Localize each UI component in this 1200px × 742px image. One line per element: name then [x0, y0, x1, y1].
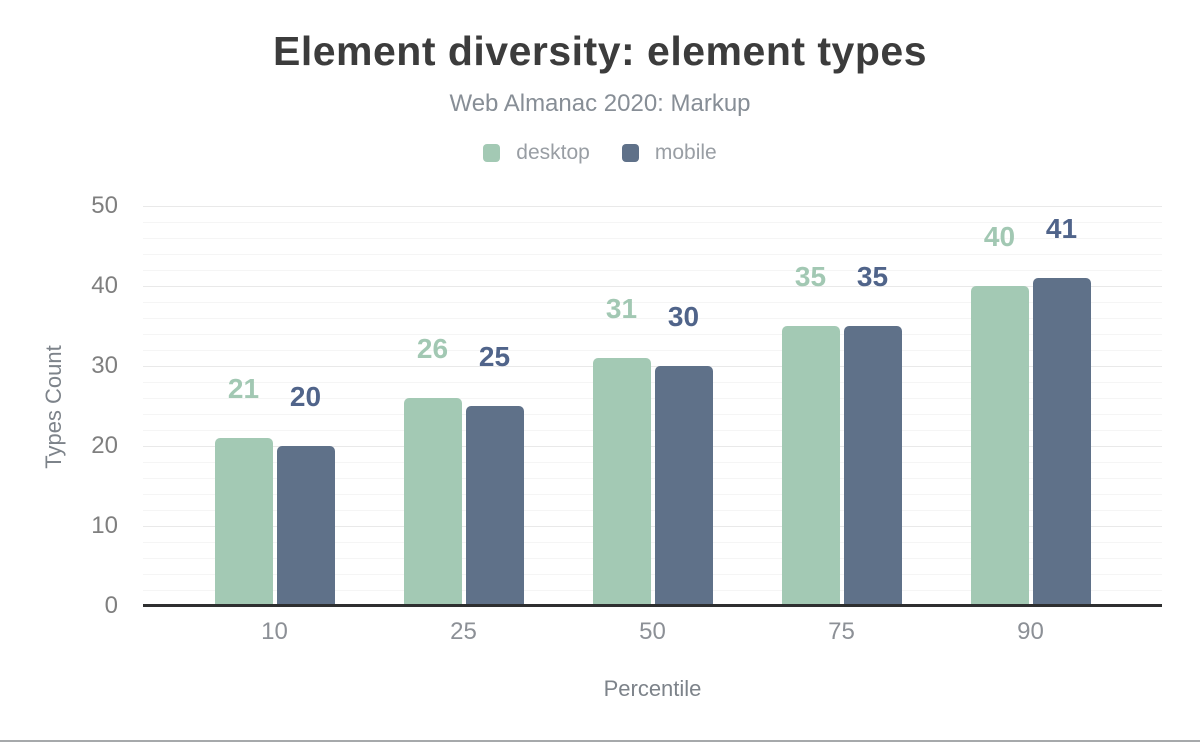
gridline — [143, 366, 1162, 367]
bar-desktop-50[interactable]: 31 — [592, 293, 651, 606]
x-tick-label: 50 — [639, 618, 666, 645]
bar-value-label: 26 — [416, 333, 449, 364]
bar-value-label: 35 — [856, 261, 889, 292]
legend-label: desktop — [516, 141, 590, 165]
bar-group-25: 26 25 — [369, 206, 558, 606]
bar-group-50: 31 30 — [558, 206, 747, 606]
bar-group-10: 21 20 — [180, 206, 369, 606]
y-tick-label: 0 — [104, 592, 118, 619]
bar-group-90: 40 41 — [936, 206, 1125, 606]
bar-value-label: 31 — [605, 293, 638, 324]
gridline — [143, 206, 1162, 207]
y-tick-label: 20 — [91, 432, 118, 459]
bar-desktop-25[interactable]: 26 — [403, 333, 462, 606]
x-tick-label: 25 — [450, 618, 477, 645]
y-tick-label: 10 — [91, 512, 118, 539]
bar-value-label: 25 — [478, 341, 511, 372]
bar-desktop-90[interactable]: 40 — [970, 221, 1029, 606]
legend-item-desktop[interactable]: desktop — [483, 141, 590, 165]
y-tick-label: 30 — [91, 352, 118, 379]
chart-subtitle: Web Almanac 2020: Markup — [449, 90, 751, 118]
bar-group-75: 35 35 — [747, 206, 936, 606]
x-tick-label: 75 — [828, 618, 855, 645]
x-axis-title: Percentile — [603, 676, 702, 701]
bar-mobile-50[interactable]: 30 — [654, 301, 713, 606]
bar-value-label: 40 — [983, 221, 1016, 252]
bar-mobile-75[interactable]: 35 — [843, 261, 902, 606]
legend: desktop mobile — [0, 141, 1200, 165]
chart-title: Element diversity: element types — [272, 28, 928, 74]
bar-value-label: 21 — [227, 373, 260, 404]
bar-mobile-25[interactable]: 25 — [465, 341, 524, 606]
legend-swatch-mobile — [621, 144, 639, 163]
bar-groups: 21 20 26 25 31 30 35 35 40 41 — [143, 206, 1162, 606]
bar-mobile-90[interactable]: 41 — [1032, 213, 1091, 606]
legend-item-mobile[interactable]: mobile — [621, 141, 717, 165]
y-tick-label: 50 — [91, 192, 118, 219]
legend-label: mobile — [654, 141, 717, 165]
x-axis-line — [143, 604, 1162, 607]
bar-value-label: 30 — [667, 301, 700, 332]
legend-swatch-desktop — [483, 144, 501, 163]
x-tick-label: 10 — [261, 618, 288, 645]
gridline — [143, 446, 1162, 447]
gridline — [143, 286, 1162, 287]
bar-value-label: 41 — [1045, 213, 1078, 244]
y-tick-label: 40 — [91, 272, 118, 299]
y-axis-ticks: 0 10 20 30 40 50 — [40, 192, 118, 619]
bar-desktop-75[interactable]: 35 — [781, 261, 840, 606]
bar-mobile-10[interactable]: 20 — [276, 381, 335, 606]
bar-value-label: 20 — [289, 381, 322, 412]
bar-desktop-10[interactable]: 21 — [214, 373, 273, 606]
bar-value-label: 35 — [794, 261, 827, 292]
x-axis-ticks: 10 25 50 75 90 — [143, 618, 1162, 646]
chart-plot-area: 21 20 26 25 31 30 35 35 40 41 — [143, 206, 1162, 607]
gridline — [143, 526, 1162, 527]
x-tick-label: 90 — [1017, 618, 1044, 645]
